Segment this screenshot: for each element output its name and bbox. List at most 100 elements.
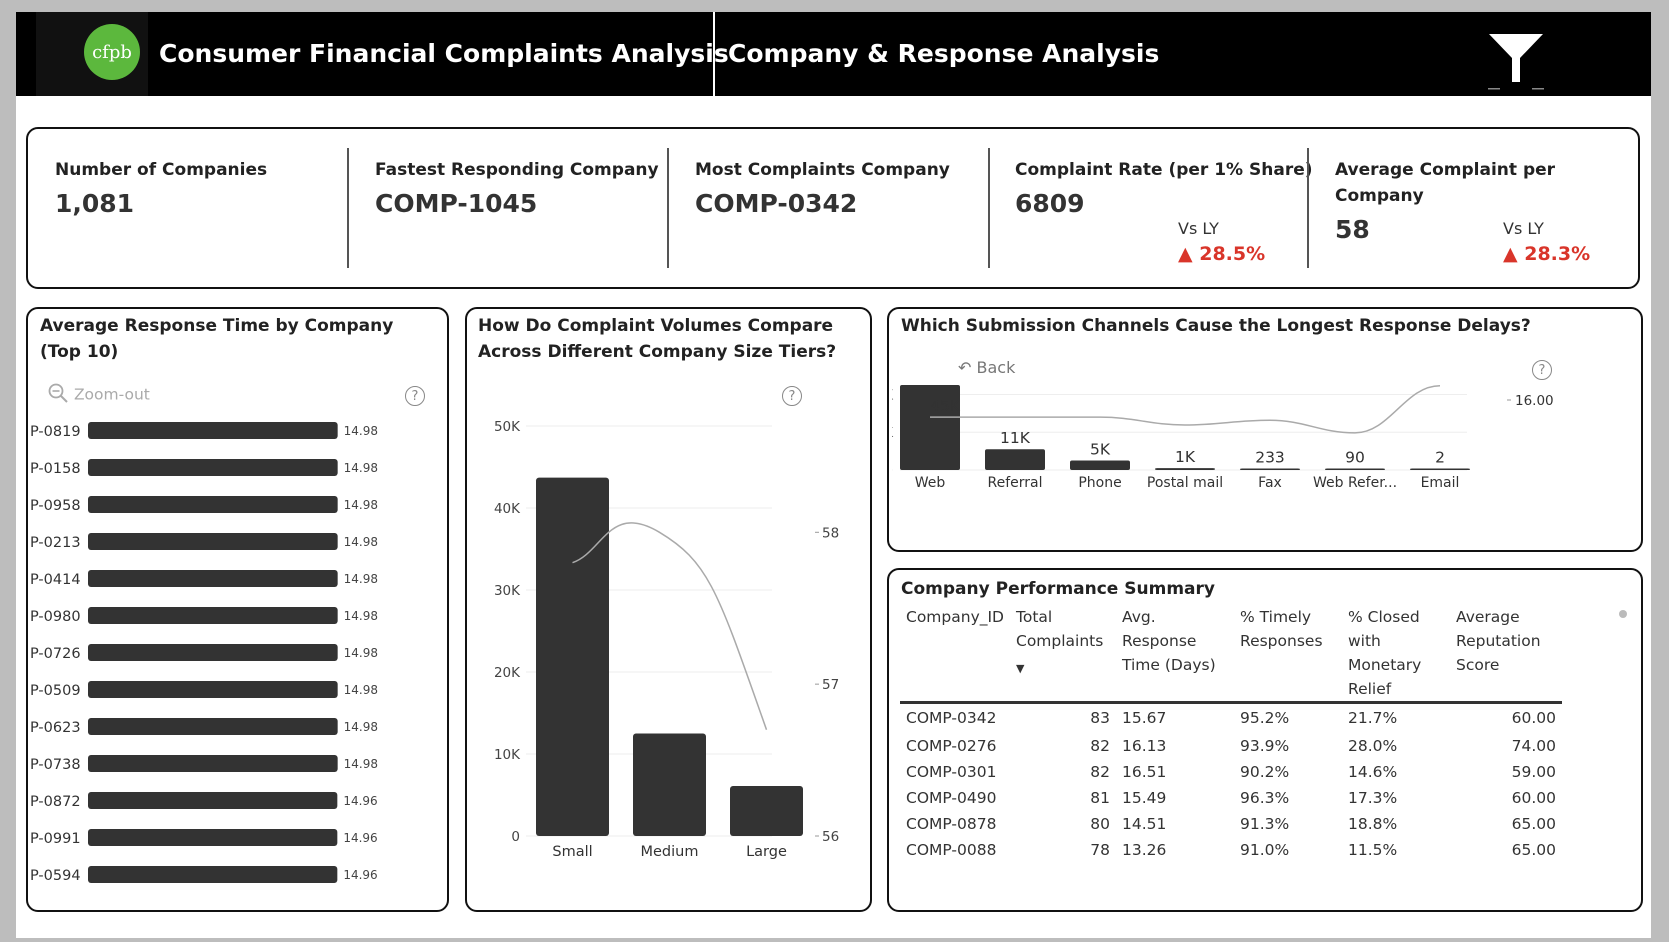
table-cell: 14.6% xyxy=(1348,762,1398,781)
table-cell: 14.51 xyxy=(1122,814,1167,833)
bar xyxy=(633,733,706,836)
y-tick-label: 40K xyxy=(494,501,521,517)
zoom-out-label: Zoom-out xyxy=(73,385,150,404)
data-label: 90 xyxy=(1345,449,1365,467)
bar-value-label: 14.96 xyxy=(343,794,377,808)
table-cell: 15.67 xyxy=(1122,709,1167,728)
column-header[interactable]: Average Reputation Score xyxy=(1456,608,1541,674)
table-cell: 16.13 xyxy=(1122,736,1167,755)
table-cell: 83 xyxy=(1090,709,1110,728)
summary-table: Company_ID Total Complaints ▼ Avg. Respo… xyxy=(900,605,1562,863)
table-cell: 65.00 xyxy=(1511,814,1556,833)
bar-value-label: 14.98 xyxy=(344,683,378,697)
bar-category-label: P-0872 xyxy=(30,794,81,810)
table-row[interactable]: COMP-0276 82 16.13 93.9% 28.0% 74.00 xyxy=(900,733,1562,759)
bar-category-label: P-0509 xyxy=(30,683,81,699)
bar-value-label: 14.98 xyxy=(344,609,378,623)
bar-value-label: 14.98 xyxy=(344,757,378,771)
back-button[interactable]: ↶ Back xyxy=(958,358,1015,377)
column-header[interactable]: % Timely Responses xyxy=(1240,608,1323,650)
app-title: Consumer Financial Complaints Analysis xyxy=(159,39,729,68)
channel-chart: 0 20K 40K Web 45K Referral 11K Phone 5K Postal ma… xyxy=(892,384,1554,491)
table-cell: 82 xyxy=(1090,736,1110,755)
scrollbar-thumb[interactable] xyxy=(1619,610,1627,618)
table-row[interactable]: COMP-0301 82 16.51 90.2% 14.6% 59.00 xyxy=(900,759,1562,785)
table-cell: COMP-0342 xyxy=(906,709,997,728)
table-cell: 60.00 xyxy=(1511,709,1556,728)
bar xyxy=(730,785,803,836)
table-row[interactable]: COMP-0342 83 15.67 95.2% 21.7% 60.00 xyxy=(900,703,1562,733)
column-header[interactable]: Avg. Response Time (Days) xyxy=(1122,608,1216,674)
response-time-title: Average Response Time by Company (Top 10… xyxy=(40,316,394,362)
x-tick-label: Web Refer... xyxy=(1313,475,1397,491)
data-label: 11K xyxy=(1000,429,1031,447)
filter-icon[interactable] xyxy=(1486,30,1546,94)
bar xyxy=(985,449,1045,470)
bar-category-label: P-0991 xyxy=(30,831,81,847)
column-header[interactable]: Company_ID xyxy=(906,608,1004,626)
sort-desc-icon: ▼ xyxy=(1016,662,1025,675)
bar-category-label: P-0726 xyxy=(30,646,81,662)
bar xyxy=(88,718,338,735)
y-tick-label: 50K xyxy=(494,419,521,435)
y-tick-label: 20K xyxy=(494,665,521,681)
x-tick-label: Medium xyxy=(641,844,699,860)
table-row[interactable]: COMP-0878 80 14.51 91.3% 18.8% 65.00 xyxy=(900,811,1562,837)
table-row[interactable]: COMP-0490 81 15.49 96.3% 17.3% 60.00 xyxy=(900,785,1562,811)
column-header[interactable]: % Closed with Monetary Relief xyxy=(1348,608,1422,698)
bar xyxy=(88,459,338,476)
bar xyxy=(88,422,338,439)
table-cell: 11.5% xyxy=(1348,840,1398,859)
bar xyxy=(1325,468,1385,470)
bar-category-label: P-0819 xyxy=(30,424,81,440)
table-cell: 59.00 xyxy=(1511,762,1556,781)
bar xyxy=(88,496,338,513)
table-cell: 82 xyxy=(1090,762,1110,781)
kpi-rate-delta: ▲ 28.5% xyxy=(1178,243,1266,265)
bar xyxy=(1070,460,1130,470)
zoom-out-button[interactable]: Zoom-out xyxy=(47,382,150,408)
help-icon[interactable]: ? xyxy=(1532,360,1552,380)
kpi-divider xyxy=(667,148,669,268)
data-label: 1K xyxy=(1175,448,1196,466)
kpi-most-value: COMP-0342 xyxy=(695,189,858,218)
help-icon[interactable]: ? xyxy=(405,386,425,406)
kpi-fastest-value: COMP-1045 xyxy=(375,189,538,218)
kpi-divider xyxy=(988,148,990,268)
bar xyxy=(88,533,338,550)
y-tick-label: 30K xyxy=(494,583,521,599)
bar xyxy=(88,792,338,809)
bar xyxy=(536,477,609,836)
table-cell: 80 xyxy=(1090,814,1110,833)
bar-category-label: P-0738 xyxy=(30,757,81,773)
trend-line xyxy=(572,522,768,730)
bar xyxy=(88,755,338,772)
bar-category-label: P-0958 xyxy=(30,498,81,514)
x-tick-label: Small xyxy=(552,844,592,860)
x-tick-label: Large xyxy=(746,844,787,860)
summary-title: Company Performance Summary xyxy=(901,579,1215,599)
help-icon[interactable]: ? xyxy=(782,386,802,406)
table-viewport: Company_ID Total Complaints ▼ Avg. Respo… xyxy=(890,600,1590,900)
y2-tick-label: 16.00 xyxy=(1515,393,1554,409)
kpi-rate-vs-label: Vs LY xyxy=(1178,219,1219,238)
table-cell: 96.3% xyxy=(1240,788,1290,807)
table-cell: 91.0% xyxy=(1240,840,1290,859)
bar xyxy=(88,866,338,883)
bar xyxy=(1410,468,1470,470)
size-tier-title: How Do Complaint Volumes Compare Across … xyxy=(478,316,837,362)
table-cell: 18.8% xyxy=(1348,814,1398,833)
x-tick-label: Postal mail xyxy=(1147,475,1223,491)
table-row[interactable]: COMP-0088 78 13.26 91.0% 11.5% 65.00 xyxy=(900,837,1562,863)
table-cell: 65.00 xyxy=(1511,840,1556,859)
bar-value-label: 14.98 xyxy=(344,498,378,512)
summary-panel xyxy=(887,568,1643,912)
bar xyxy=(88,607,338,624)
kpi-card xyxy=(26,127,1640,289)
bar-value-label: 14.96 xyxy=(343,868,377,882)
kpi-divider xyxy=(1307,148,1309,268)
column-header[interactable]: Total Complaints ▼ xyxy=(1010,605,1116,703)
trend-line xyxy=(930,384,1441,434)
bar-value-label: 14.98 xyxy=(344,646,378,660)
kpi-avg-delta: ▲ 28.3% xyxy=(1503,243,1591,265)
